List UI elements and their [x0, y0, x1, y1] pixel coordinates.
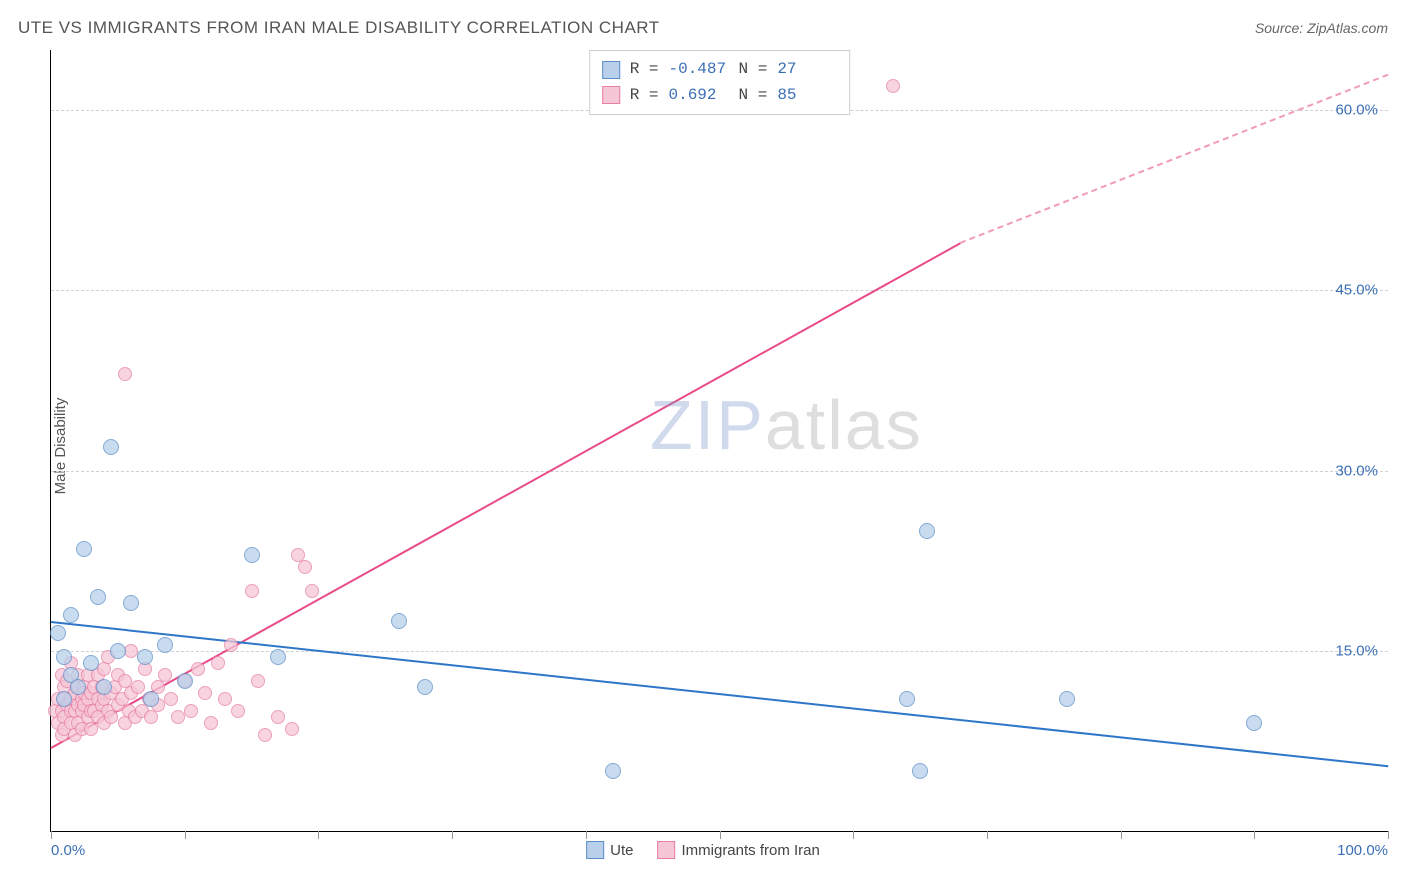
data-point	[83, 655, 99, 671]
data-point	[63, 607, 79, 623]
data-point	[56, 691, 72, 707]
n-value-iran: 85	[777, 83, 837, 109]
data-point	[251, 674, 265, 688]
data-point	[211, 656, 225, 670]
x-tick	[1388, 831, 1389, 839]
data-point	[157, 637, 173, 653]
source-attribution: Source: ZipAtlas.com	[1255, 20, 1388, 36]
data-point	[231, 704, 245, 718]
x-tick	[987, 831, 988, 839]
data-point	[70, 679, 86, 695]
n-label: N =	[739, 83, 768, 109]
data-point	[224, 638, 238, 652]
data-point	[118, 367, 132, 381]
swatch-iran-icon	[657, 841, 675, 859]
watermark-part2: atlas	[765, 386, 923, 464]
data-point	[84, 722, 98, 736]
data-point	[285, 722, 299, 736]
data-point	[96, 679, 112, 695]
trend-line	[960, 74, 1389, 244]
data-point	[1246, 715, 1262, 731]
data-point	[1059, 691, 1075, 707]
legend-label-iran: Immigrants from Iran	[681, 842, 819, 859]
data-point	[244, 547, 260, 563]
data-point	[171, 710, 185, 724]
x-tick	[1121, 831, 1122, 839]
watermark-part1: ZIP	[650, 386, 765, 464]
data-point	[218, 692, 232, 706]
gridline	[51, 651, 1388, 652]
data-point	[103, 439, 119, 455]
legend-row-iran: R = 0.692 N = 85	[602, 83, 838, 109]
gridline	[51, 290, 1388, 291]
y-tick-label: 45.0%	[1335, 282, 1378, 299]
data-point	[258, 728, 272, 742]
n-value-ute: 27	[777, 57, 837, 83]
x-tick	[452, 831, 453, 839]
data-point	[886, 79, 900, 93]
n-label: N =	[739, 57, 768, 83]
swatch-ute-icon	[602, 61, 620, 79]
data-point	[605, 763, 621, 779]
data-point	[76, 541, 92, 557]
data-point	[104, 710, 118, 724]
scatter-chart: R = -0.487 N = 27 R = 0.692 N = 85 ZIPat…	[50, 50, 1388, 832]
data-point	[191, 662, 205, 676]
data-point	[899, 691, 915, 707]
data-point	[123, 595, 139, 611]
data-point	[184, 704, 198, 718]
r-label: R =	[630, 57, 659, 83]
chart-title: UTE VS IMMIGRANTS FROM IRAN MALE DISABIL…	[18, 18, 660, 38]
data-point	[50, 625, 66, 641]
trend-line	[51, 621, 1388, 767]
correlation-legend: R = -0.487 N = 27 R = 0.692 N = 85	[589, 50, 851, 115]
series-legend: Ute Immigrants from Iran	[586, 841, 820, 859]
y-tick-label: 60.0%	[1335, 102, 1378, 119]
data-point	[177, 673, 193, 689]
gridline	[51, 471, 1388, 472]
r-value-ute: -0.487	[669, 57, 729, 83]
r-label: R =	[630, 83, 659, 109]
data-point	[56, 649, 72, 665]
y-tick-label: 30.0%	[1335, 462, 1378, 479]
x-tick	[318, 831, 319, 839]
swatch-iran-icon	[602, 86, 620, 104]
legend-item-iran: Immigrants from Iran	[657, 841, 819, 859]
watermark: ZIPatlas	[650, 385, 923, 465]
swatch-ute-icon	[586, 841, 604, 859]
data-point	[919, 523, 935, 539]
x-tick	[586, 831, 587, 839]
x-tick	[1254, 831, 1255, 839]
x-tick-label: 100.0%	[1337, 842, 1388, 859]
data-point	[298, 560, 312, 574]
data-point	[305, 584, 319, 598]
data-point	[164, 692, 178, 706]
data-point	[245, 584, 259, 598]
legend-row-ute: R = -0.487 N = 27	[602, 57, 838, 83]
data-point	[90, 589, 106, 605]
x-tick	[853, 831, 854, 839]
x-tick	[185, 831, 186, 839]
y-tick-label: 15.0%	[1335, 642, 1378, 659]
data-point	[912, 763, 928, 779]
data-point	[137, 649, 153, 665]
x-tick-label: 0.0%	[51, 842, 85, 859]
data-point	[158, 668, 172, 682]
data-point	[270, 649, 286, 665]
data-point	[143, 691, 159, 707]
data-point	[271, 710, 285, 724]
x-tick	[720, 831, 721, 839]
data-point	[204, 716, 218, 730]
data-point	[131, 680, 145, 694]
data-point	[391, 613, 407, 629]
data-point	[97, 662, 111, 676]
data-point	[417, 679, 433, 695]
x-tick	[51, 831, 52, 839]
data-point	[144, 710, 158, 724]
legend-label-ute: Ute	[610, 842, 633, 859]
data-point	[110, 643, 126, 659]
legend-item-ute: Ute	[586, 841, 633, 859]
r-value-iran: 0.692	[669, 83, 729, 109]
data-point	[198, 686, 212, 700]
